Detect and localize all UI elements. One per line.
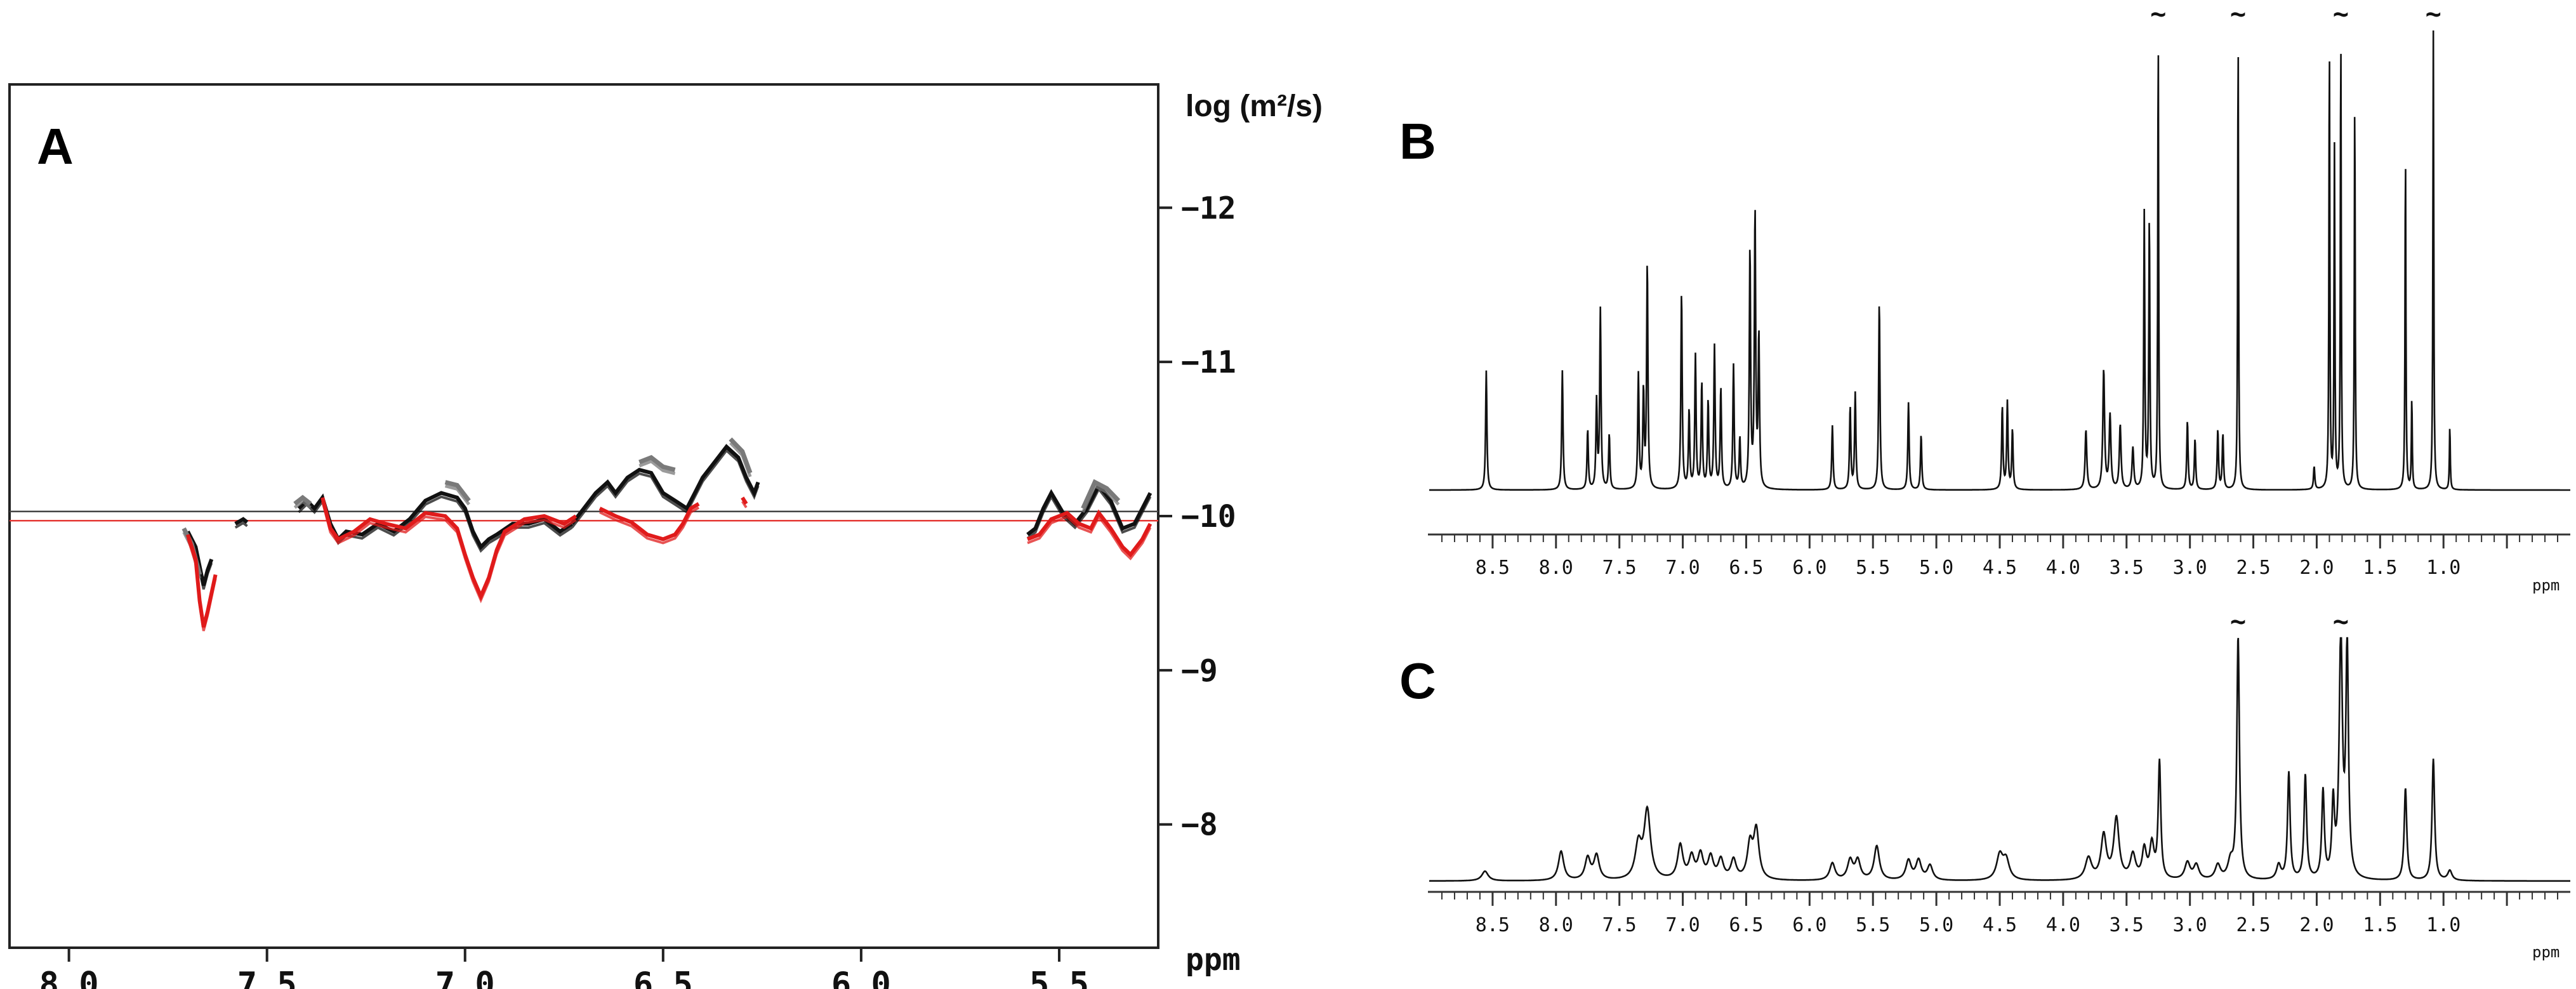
x-tick-label: 2.5 (2236, 557, 2270, 579)
x-tick-label: 3.5 (2110, 914, 2144, 936)
x-tick-label: 4.5 (1983, 557, 2017, 579)
series-red-segment-shadow (599, 506, 700, 545)
x-tick-label: 4.0 (2046, 914, 2080, 936)
panel-b-x-ticks: 8.5 8.0 7.5 7.0 6.5 6.0 5.5 5.0 4.5 4.0 3.5 3.0 2.5 2… (1441, 534, 2559, 579)
x-tick-label: 1.5 (2363, 557, 2397, 579)
panel-b-spectrum: B ~ ~ ~ ~ 8.5 8.0 7.5 7.0 6.5 6.0 5.5 5.0 4.5 4.0 3.5… (1399, 0, 2570, 594)
series-red-segment-shadow (321, 501, 577, 604)
x-tick-label: 6.5 (1729, 557, 1763, 579)
x-tick-label: 7.5 (1602, 557, 1637, 579)
x-tick-label: 4.0 (2046, 557, 2080, 579)
y-tick-label: −9 (1181, 653, 1218, 689)
x-tick-label: 5.0 (1919, 557, 1953, 579)
truncation-mark: ~ (2230, 0, 2246, 29)
x-tick-label: 5.5 (1856, 914, 1890, 936)
series-red-segment (741, 496, 748, 505)
truncation-mark: ~ (2230, 606, 2246, 637)
x-tick-label: 6.5 (1729, 914, 1763, 936)
x-tick-label: 7.5 (1602, 914, 1637, 936)
x-tick-label: 6.0 (1792, 557, 1826, 579)
panel-a-series (182, 437, 1153, 632)
panel-c-truncation-marks: ~ ~ (2230, 606, 2349, 637)
panel-b-spectrum-trace (1429, 30, 2570, 491)
panel-a-y-ticks: −12 −11 −10 −9 −8 (1158, 190, 1236, 843)
panel-a-dosy-plot: A log (m²/s) ppm −12 −11 −10 −9 −8 8.0 7.5 7.0… (8, 83, 1323, 989)
series-gray-segment-shadow (293, 499, 312, 509)
x-tick-label: 8.0 (1539, 914, 1573, 936)
x-tick-label: 8.0 (1539, 557, 1573, 579)
truncation-mark: ~ (2150, 0, 2166, 29)
series-black-segment-shadow (571, 448, 760, 529)
x-tick-label: 3.5 (2110, 557, 2144, 579)
panel-a-y-axis-label: log (m²/s) (1186, 90, 1323, 123)
y-tick-label: −10 (1181, 499, 1236, 534)
x-tick-label: 7.0 (1665, 914, 1700, 936)
x-tick-label: 6.0 (831, 966, 891, 989)
series-gray-segment-shadow (1081, 484, 1120, 513)
series-gray-segment-shadow (638, 459, 676, 475)
panel-a-x-axis-label: ppm (1186, 942, 1241, 978)
y-tick-label: −12 (1181, 190, 1236, 226)
x-tick-label: 8.0 (39, 966, 99, 989)
panel-a-x-ticks: 8.0 7.5 7.0 6.5 6.0 5.5 (39, 948, 1089, 989)
panel-b-x-axis-label: ppm (2532, 576, 2559, 594)
x-tick-label: 2.0 (2299, 914, 2334, 936)
panel-a-plot-frame (8, 83, 1159, 949)
x-tick-label: 7.0 (1665, 557, 1700, 579)
panel-c-x-ticks: 8.5 8.0 7.5 7.0 6.5 6.0 5.5 5.0 4.5 4.0 3.5 3.0 2.5 2… (1441, 892, 2559, 936)
x-tick-label: 2.5 (2236, 914, 2270, 936)
panel-c-spectrum-trace (1429, 637, 2570, 882)
series-red-segment-shadow (1027, 514, 1152, 561)
series-gray-segment-shadow (729, 441, 752, 477)
x-tick-label: 1.0 (2426, 914, 2460, 936)
x-tick-label: 7.0 (435, 966, 495, 989)
x-tick-label: 1.5 (2363, 914, 2397, 936)
x-tick-label: 1.0 (2426, 557, 2460, 579)
y-tick-label: −8 (1181, 807, 1218, 843)
series-red-segment-shadow (741, 500, 748, 508)
truncation-mark: ~ (2333, 0, 2349, 29)
x-tick-label: 6.5 (633, 966, 693, 989)
x-tick-label: 5.0 (1919, 914, 1953, 936)
series-red-segment (1026, 509, 1153, 558)
panel-b-truncation-marks: ~ ~ ~ ~ (2150, 0, 2441, 29)
panel-c-spectrum: C ~ ~ 8.5 8.0 7.5 7.0 6.5 6.0 5.5 5.0 4.5 4.0 3.5 3.… (1399, 606, 2570, 961)
series-black-segment (1026, 481, 1153, 536)
series-black-segment (234, 517, 249, 526)
panel-c-x-axis-label: ppm (2532, 943, 2559, 961)
panel-a-label: A (37, 118, 74, 175)
truncation-mark: ~ (2333, 606, 2349, 637)
x-tick-label: 8.5 (1476, 914, 1510, 936)
series-red-segment-shadow (186, 538, 217, 632)
truncation-mark: ~ (2426, 0, 2441, 29)
panel-b-label: B (1399, 113, 1436, 169)
panel-c-label: C (1399, 653, 1436, 709)
series-red-segment (598, 502, 700, 541)
x-tick-label: 2.0 (2299, 557, 2334, 579)
series-gray-segment-shadow (444, 484, 470, 506)
x-tick-label: 6.0 (1792, 914, 1826, 936)
series-black-segment (570, 444, 760, 525)
series-gray-segment (638, 455, 676, 472)
x-tick-label: 4.5 (1983, 914, 2017, 936)
x-tick-label: 8.5 (1476, 557, 1510, 579)
series-gray-segment (444, 480, 471, 502)
series-black-segment-shadow (234, 521, 248, 529)
y-tick-label: −11 (1181, 345, 1236, 380)
x-tick-label: 3.0 (2173, 914, 2207, 936)
x-tick-label: 3.0 (2173, 557, 2207, 579)
series-black-segment-shadow (1026, 486, 1152, 540)
x-tick-label: 5.5 (1856, 557, 1890, 579)
x-tick-label: 7.5 (237, 966, 297, 989)
x-tick-label: 5.5 (1029, 966, 1089, 989)
series-gray-segment (293, 494, 312, 506)
